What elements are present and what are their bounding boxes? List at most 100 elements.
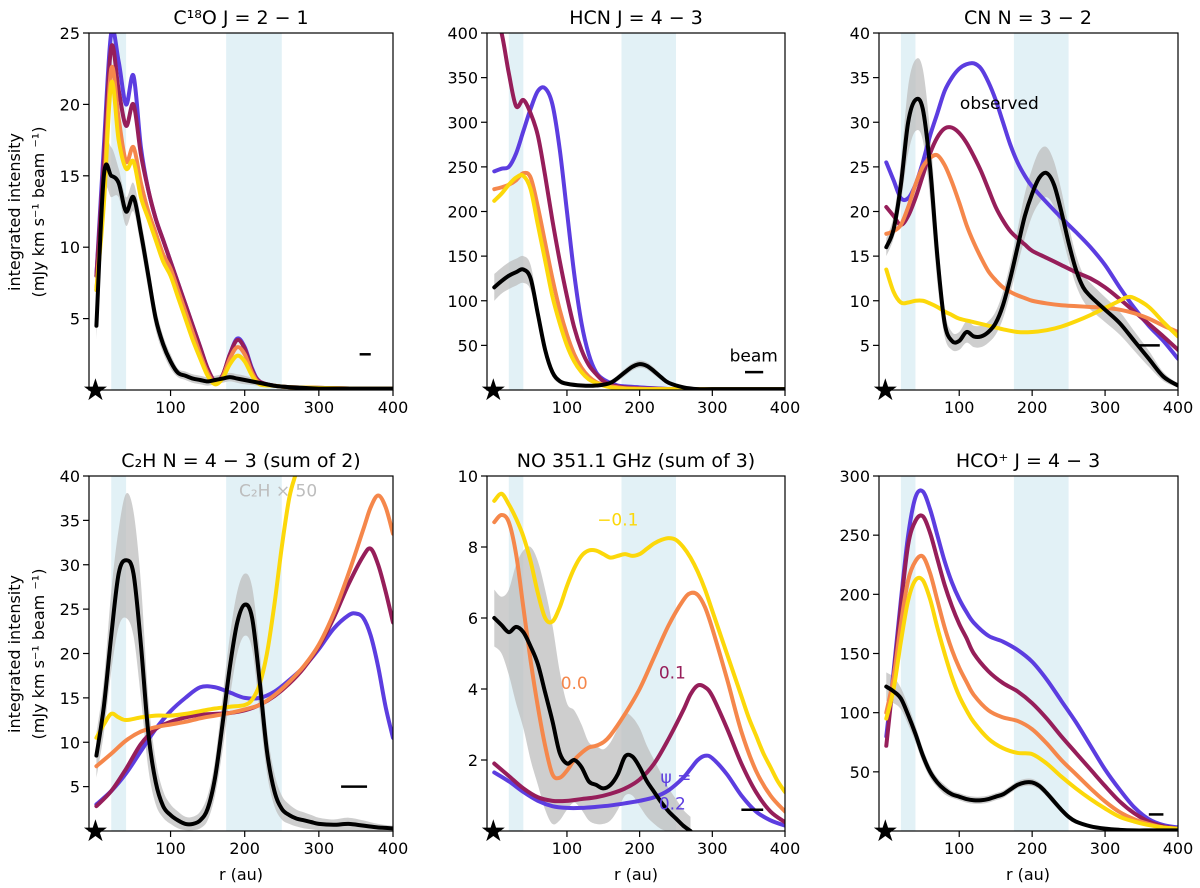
- y-tick-label: 400: [447, 24, 478, 43]
- star-marker-icon: ★: [82, 373, 109, 408]
- plot-area: [884, 33, 1178, 390]
- y-tick-label: 6: [468, 609, 478, 628]
- x-tick-label: 300: [697, 398, 728, 417]
- series-line-psi-0-0: [94, 493, 393, 769]
- x-tick-label: 400: [770, 398, 801, 417]
- series-line-psi-0-2: [884, 61, 1178, 361]
- y-tick-label: 10: [60, 733, 80, 752]
- y-axis-label-top-line2: (mJy km s⁻¹ beam ⁻¹): [29, 127, 48, 298]
- annotation-label: beam: [730, 346, 778, 366]
- x-tick-label: 400: [1163, 839, 1194, 858]
- series-line-psi-0-2: [492, 753, 785, 828]
- panel-title: C₂H N = 4 − 3 (sum of 2): [121, 450, 360, 472]
- y-tick-label: 100: [839, 704, 870, 723]
- series-line-observed: [94, 162, 393, 390]
- series-line-psi-0-1: [492, 173, 785, 390]
- star-marker-icon: ★: [872, 814, 899, 849]
- x-tick-label: 200: [1017, 398, 1048, 417]
- series-line-observed: [492, 267, 785, 390]
- y-tick-label: 25: [850, 158, 870, 177]
- x-tick-label: 200: [229, 398, 260, 417]
- star-marker-icon: ★: [480, 814, 507, 849]
- x-axis-label: r (au): [614, 865, 658, 884]
- y-tick-label: 5: [860, 336, 870, 355]
- y-tick-label: 5: [70, 310, 80, 329]
- panel-hcoplus: HCO⁺ J = 4 − 3 r (au) 100 200 300 400 50 100 1…: [839, 450, 1193, 884]
- axes-frame: [486, 475, 786, 832]
- x-axis-label: r (au): [1006, 865, 1050, 884]
- y-tick-label: 100: [447, 292, 478, 311]
- y-tick-label: 40: [60, 467, 80, 486]
- panel-title: NO 351.1 GHz (sum of 3): [517, 450, 755, 472]
- annotation-label: C₂H × 50: [239, 481, 317, 501]
- y-tick-label: 15: [60, 689, 80, 708]
- x-tick-label: 100: [552, 398, 583, 417]
- y-tick-label: 200: [447, 203, 478, 222]
- y-tick-label: 15: [850, 247, 870, 266]
- series-line-psi-0-1: [492, 682, 785, 825]
- x-tick-label: 200: [624, 398, 655, 417]
- y-tick-label: 150: [447, 247, 478, 266]
- series-line-psi-0-1: [884, 125, 1178, 352]
- y-tick-label: 25: [60, 600, 80, 619]
- x-tick-label: 100: [155, 398, 186, 417]
- annotation-label: −0.1: [597, 511, 638, 531]
- y-tick-label: 4: [468, 680, 478, 699]
- panel-title: C¹⁸O J = 2 − 1: [173, 7, 308, 29]
- y-tick-label: 35: [850, 69, 870, 88]
- y-tick-label: 25: [60, 24, 80, 43]
- gap-shade-region: [226, 33, 282, 390]
- panel-c2h: C₂H N = 4 − 3 (sum of 2) r (au) C₂H × 50…: [60, 450, 409, 884]
- panel-c18o: C¹⁸O J = 2 − 1 100 200 300 400 5 10 15 20 25 ★: [60, 7, 409, 417]
- y-tick-label: 300: [447, 113, 478, 132]
- series-line-observed: [884, 96, 1178, 388]
- y-tick-label: 350: [447, 69, 478, 88]
- x-axis-label: r (au): [219, 865, 263, 884]
- series-line-psi-0-0: [492, 513, 785, 814]
- panel-cn: CN N = 3 − 2 observed 100 200 300 400 5 10 15 20…: [850, 7, 1194, 417]
- y-axis-label-top-line1: integrated intensity: [5, 133, 24, 291]
- plot-area: [94, 33, 393, 390]
- x-tick-label: 300: [697, 839, 728, 858]
- x-tick-label: 100: [155, 839, 186, 858]
- y-tick-label: 30: [850, 113, 870, 132]
- y-tick-label: 2: [468, 751, 478, 770]
- panel-title: CN N = 3 − 2: [964, 7, 1092, 29]
- series-line-observed: [94, 558, 393, 831]
- annotation-label: 0.2: [659, 795, 686, 815]
- plot-area: [492, 33, 785, 390]
- y-axis-label-bottom-line2: (mJy km s⁻¹ beam ⁻¹): [29, 569, 48, 740]
- x-tick-label: 400: [378, 398, 409, 417]
- x-tick-label: 300: [304, 398, 335, 417]
- x-tick-label: 100: [944, 398, 975, 417]
- y-tick-label: 30: [60, 556, 80, 575]
- axes-frame: [88, 32, 394, 391]
- y-tick-label: 35: [60, 511, 80, 530]
- x-tick-label: 200: [229, 839, 260, 858]
- panel-hcn: HCN J = 4 − 3 beam 100 200 300 400 50 100 150 20…: [447, 7, 800, 417]
- series-line-psi-0-1: [884, 267, 1178, 339]
- y-axis-label-bottom-line1: integrated intensity: [5, 575, 24, 733]
- y-tick-label: 10: [60, 238, 80, 257]
- star-marker-icon: ★: [82, 814, 109, 849]
- y-tick-label: 10: [458, 467, 478, 486]
- y-tick-label: 10: [850, 292, 870, 311]
- annotation-label: 0.0: [561, 674, 588, 694]
- gap-shade-region: [508, 33, 524, 390]
- y-tick-label: 50: [458, 336, 478, 355]
- x-tick-label: 400: [770, 839, 801, 858]
- x-tick-label: 200: [1017, 839, 1048, 858]
- series-line-psi-0-1: [884, 575, 1178, 831]
- star-marker-icon: ★: [480, 373, 507, 408]
- y-tick-label: 250: [447, 158, 478, 177]
- y-tick-label: 40: [850, 24, 870, 43]
- series-line-psi-0-1: [492, 491, 785, 794]
- x-tick-label: 300: [1090, 398, 1121, 417]
- y-tick-label: 20: [60, 95, 80, 114]
- plot-area: [884, 476, 1178, 831]
- star-marker-icon: ★: [872, 373, 899, 408]
- series-line-observed: [492, 616, 693, 831]
- x-tick-label: 100: [552, 839, 583, 858]
- series-line-psi-0-2: [884, 488, 1178, 830]
